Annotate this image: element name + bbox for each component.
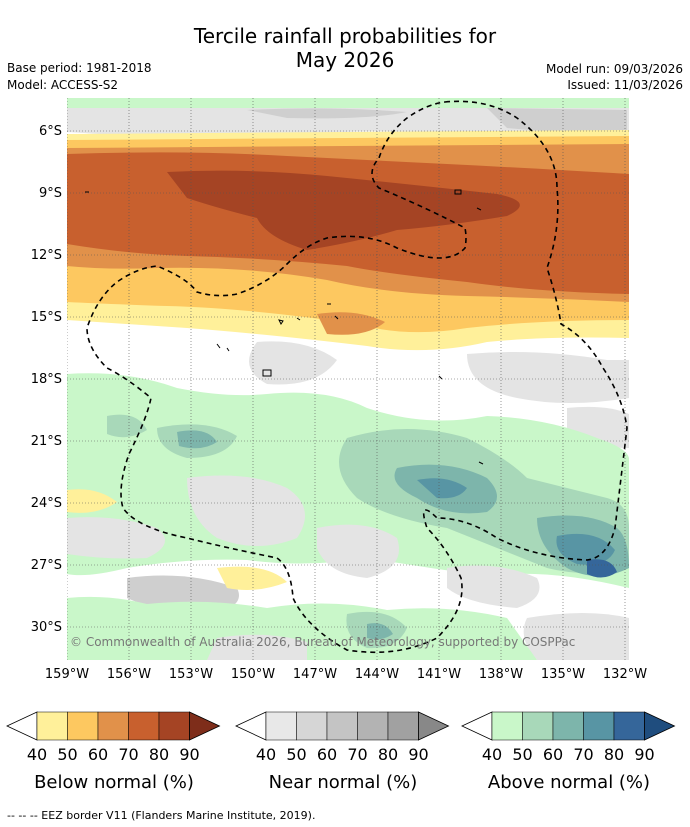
- colorbar-tick-label: 70: [118, 745, 139, 764]
- colorbar-tick-label: 50: [286, 745, 307, 764]
- near-normal-patch-2: [467, 352, 629, 403]
- colorbar-segment: [158, 711, 190, 741]
- colorbar-segment: [36, 711, 68, 741]
- near-normal-lower-4: [447, 565, 540, 608]
- colorbar-tick-label: 60: [542, 745, 564, 764]
- colorbar-extend-low: [235, 711, 267, 741]
- map-title-line1: Tercile rainfall probabilities for: [193, 24, 497, 48]
- colorbar-segment: [265, 711, 297, 741]
- colorbar-tick-label: 50: [57, 745, 78, 764]
- eez-border: [86, 100, 628, 654]
- lat-tick-21s: 21°S: [30, 434, 62, 449]
- colorbar-segment: [128, 711, 160, 741]
- eez-legend: -- -- -- EEZ border V11 (Flanders Marine…: [7, 809, 316, 822]
- lon-tick-153w: 153°W: [168, 667, 214, 682]
- lon-tick-135w: 135°W: [540, 667, 586, 682]
- grid-lines: [67, 98, 629, 660]
- below-normal-50-patch: [317, 312, 385, 335]
- above-normal-bottom: [67, 596, 537, 660]
- colorbar-label-below: Below normal (%): [34, 772, 194, 793]
- colorbar-label-above: Above normal (%): [487, 772, 651, 793]
- above-normal-80-east: [587, 559, 617, 578]
- islands: [85, 189, 484, 465]
- near-normal-lower-2: [67, 517, 165, 559]
- lon-tick-159w: 159°W: [44, 667, 90, 682]
- lon-tick-147w: 147°W: [292, 667, 338, 682]
- colorbar-segment: [67, 711, 99, 741]
- near-normal-top-band-dark: [247, 108, 407, 119]
- colorbar-tick-label: 90: [634, 745, 655, 764]
- colorbar-extend-high: [418, 711, 450, 741]
- map-copyright: © Commonwealth of Australia 2026, Bureau…: [70, 635, 575, 649]
- below-normal-patch-south-2: [217, 566, 287, 590]
- colorbar-tick-label: 80: [148, 745, 170, 764]
- lat-tick-18s: 18°S: [30, 372, 62, 387]
- lat-tick-6s: 6°S: [38, 124, 62, 139]
- near-normal-lower-3: [317, 524, 399, 578]
- colorbar-segment: [357, 711, 389, 741]
- near-normal-top-right: [487, 108, 627, 133]
- colorbar-tick-label: 90: [408, 745, 429, 764]
- colorbar-segment: [97, 711, 129, 741]
- colorbar-segment: [522, 711, 554, 741]
- above-normal-70-east: [556, 533, 615, 565]
- above-normal-70-center: [417, 478, 467, 499]
- colorbar-tick-label: 50: [512, 745, 533, 764]
- above-normal-50-west2: [107, 414, 147, 438]
- lat-tick-24s: 24°S: [30, 496, 62, 511]
- lat-tick-30s: 30°S: [30, 620, 62, 635]
- colorbar-extend-low: [461, 711, 493, 741]
- colorbar-near-normal: [235, 711, 450, 741]
- colorbar-tick-label: 80: [603, 745, 625, 764]
- colorbar-tick-label: 40: [255, 745, 277, 764]
- near-normal-top-band: [67, 108, 629, 139]
- above-normal-60-west: [177, 430, 217, 449]
- lon-tick-150w: 150°W: [230, 667, 276, 682]
- colorbar-segment: [491, 711, 523, 741]
- issued-date: Issued: 11/03/2026: [567, 78, 683, 92]
- near-normal-bottom: [207, 634, 307, 660]
- near-normal-lower-5: [523, 613, 629, 660]
- model-name: Model: ACCESS-S2: [7, 78, 119, 92]
- colorbar-extend-high: [189, 711, 221, 741]
- colorbar-above-normal: [461, 711, 676, 741]
- lat-tick-27s: 27°S: [30, 558, 62, 573]
- colorbar-tick-label: 40: [26, 745, 48, 764]
- colorbar-segment: [296, 711, 328, 741]
- colorbars: [6, 711, 676, 741]
- lon-tick-144w: 144°W: [354, 667, 400, 682]
- lat-tick-15s: 15°S: [30, 310, 62, 325]
- colorbar-extend-low: [6, 711, 38, 741]
- colorbar-tick-label: 90: [179, 745, 200, 764]
- colorbar-tick-label: 70: [347, 745, 368, 764]
- colorbar-tick-label: 80: [377, 745, 399, 764]
- lon-tick-132w: 132°W: [602, 667, 648, 682]
- top-green-strip: [67, 98, 629, 108]
- colorbar-extend-high: [644, 711, 676, 741]
- lon-tick-138w: 138°W: [478, 667, 524, 682]
- colorbar-tick-label: 40: [481, 745, 503, 764]
- colorbar-tick-label: 60: [316, 745, 338, 764]
- colorbar-segment: [613, 711, 645, 741]
- lat-tick-9s: 9°S: [38, 186, 62, 201]
- below-normal-80-band: [167, 170, 520, 250]
- colorbar-tick-label: 70: [573, 745, 594, 764]
- near-normal-lower-1: [187, 475, 305, 546]
- probability-map: © Commonwealth of Australia 2026, Bureau…: [67, 98, 629, 660]
- base-period: Base period: 1981-2018: [7, 61, 152, 75]
- colorbar-segment: [387, 711, 419, 741]
- model-run: Model run: 09/03/2026: [545, 62, 683, 76]
- colorbar-label-near: Near normal (%): [268, 772, 418, 793]
- colorbar-segment: [583, 711, 615, 741]
- below-normal-patch-south: [67, 489, 117, 513]
- colorbar-tick-label: 60: [87, 745, 109, 764]
- map-title-line2: May 2026: [295, 48, 395, 72]
- lon-tick-141w: 141°W: [416, 667, 462, 682]
- lon-tick-156w: 156°W: [106, 667, 152, 682]
- lat-tick-12s: 12°S: [30, 248, 62, 263]
- colorbar-segment: [552, 711, 584, 741]
- colorbar-below-normal: [6, 711, 221, 741]
- colorbar-segment: [326, 711, 358, 741]
